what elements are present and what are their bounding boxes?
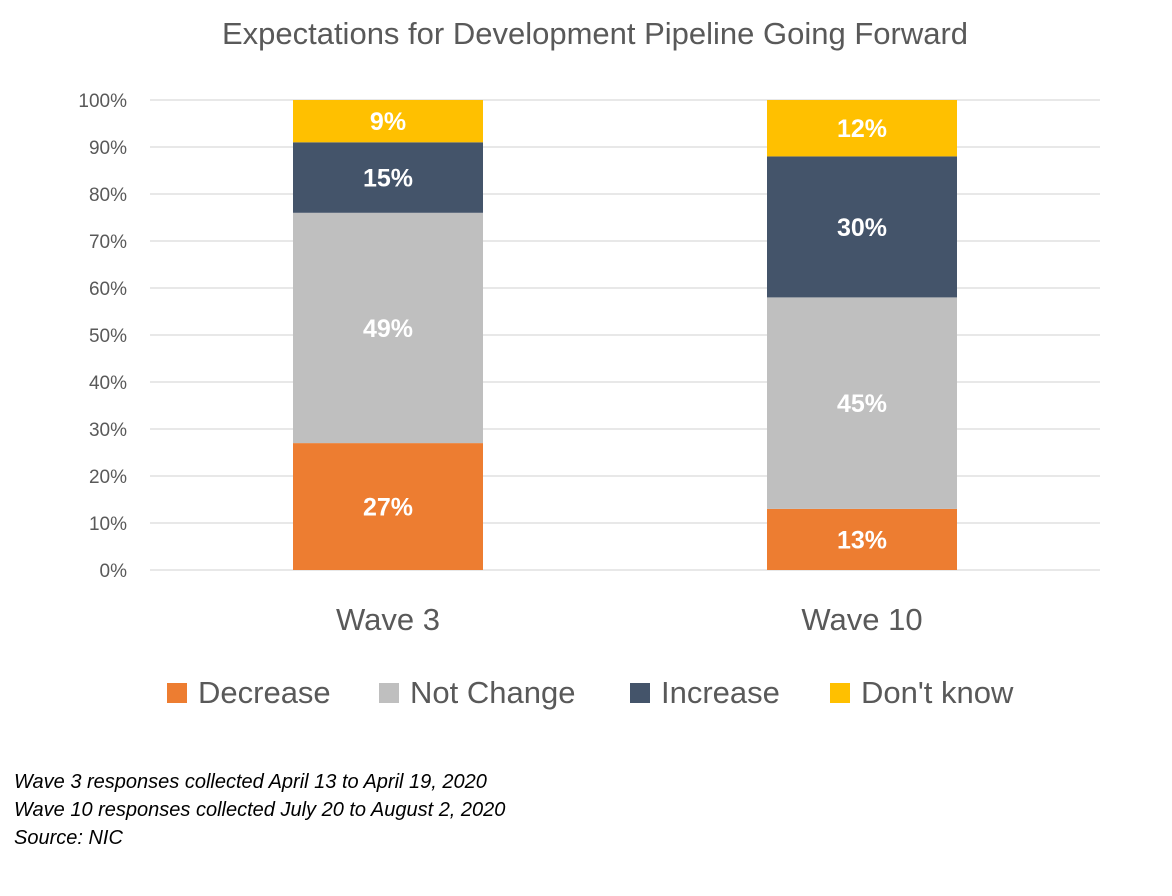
legend-label: Don't know — [861, 675, 1014, 710]
bar-segment — [293, 443, 483, 570]
data-label: 13% — [837, 526, 887, 554]
y-tick-label: 90% — [89, 138, 127, 159]
y-tick-label: 70% — [89, 232, 127, 253]
y-tick-label: 50% — [89, 326, 127, 347]
bar-segment — [293, 142, 483, 213]
legend-swatch — [167, 683, 187, 703]
y-tick-label: 100% — [78, 91, 127, 112]
data-label: 9% — [370, 108, 406, 136]
data-label: 15% — [363, 165, 413, 193]
gridlines — [150, 99, 1100, 571]
bar-segment — [767, 508, 957, 570]
legend-label: Not Change — [410, 675, 575, 710]
y-axis-tick-labels: 0% 10% 20% 30% 40% 50% 60% 70% 80% 90% 100% — [78, 91, 127, 582]
legend-swatch — [630, 683, 650, 703]
legend-swatch — [379, 683, 399, 703]
data-label: 49% — [363, 315, 413, 343]
y-tick-label: 40% — [89, 373, 127, 394]
legend-swatch — [830, 683, 850, 703]
legend-label: Increase — [661, 675, 780, 710]
y-tick-label: 10% — [89, 514, 127, 535]
x-axis-category-labels: Wave 3 Wave 10 — [336, 602, 923, 637]
chart-title: Expectations for Development Pipeline Go… — [222, 16, 968, 51]
y-tick-label: 80% — [89, 185, 127, 206]
legend-label: Decrease — [198, 675, 331, 710]
x-category-label: Wave 3 — [336, 602, 440, 637]
footnote-wave-10: Wave 10 responses collected July 20 to A… — [14, 799, 506, 821]
stacked-bar-chart: Expectations for Development Pipeline Go… — [78, 16, 1100, 710]
bar-segment — [293, 212, 483, 444]
footnotes: Wave 3 responses collected April 13 to A… — [14, 768, 505, 852]
y-tick-label: 0% — [100, 561, 128, 582]
bar-segment — [293, 100, 483, 143]
data-label: 27% — [363, 494, 413, 522]
bar-segment — [767, 100, 957, 157]
bars: 27% 49% 15% 9% 13% 45% 30% 12% — [293, 100, 957, 570]
bar-segment — [767, 156, 957, 298]
data-label: 30% — [837, 214, 887, 242]
data-label: 12% — [837, 115, 887, 143]
y-tick-label: 20% — [89, 467, 127, 488]
footnote-wave-3: Wave 3 responses collected April 13 to A… — [14, 771, 487, 793]
footnote-source: Source: NIC — [14, 827, 123, 849]
x-category-label: Wave 10 — [801, 602, 922, 637]
y-tick-label: 30% — [89, 420, 127, 441]
data-label: 45% — [837, 390, 887, 418]
bar-segment — [767, 297, 957, 509]
legend: Decrease Not Change Increase Don't know — [167, 675, 1014, 710]
y-tick-label: 60% — [89, 279, 127, 300]
